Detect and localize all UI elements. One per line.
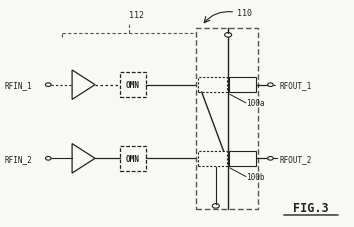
Bar bbox=[198, 151, 227, 166]
Circle shape bbox=[224, 33, 232, 38]
Circle shape bbox=[212, 204, 219, 208]
Bar bbox=[229, 151, 256, 166]
Bar bbox=[198, 78, 227, 93]
Bar bbox=[229, 78, 256, 93]
Bar bbox=[120, 146, 146, 171]
Circle shape bbox=[268, 84, 273, 87]
Text: OMN: OMN bbox=[126, 81, 140, 90]
Text: RFOUT_2: RFOUT_2 bbox=[279, 154, 312, 163]
Text: RFIN_1: RFIN_1 bbox=[4, 81, 32, 90]
Text: RFOUT_1: RFOUT_1 bbox=[279, 81, 312, 90]
Bar bbox=[196, 29, 258, 209]
Text: 100a: 100a bbox=[246, 99, 265, 108]
Text: RFIN_2: RFIN_2 bbox=[4, 154, 32, 163]
Text: FIG.3: FIG.3 bbox=[293, 201, 329, 214]
Text: 100b: 100b bbox=[246, 172, 265, 181]
Circle shape bbox=[45, 157, 51, 160]
Text: 110: 110 bbox=[237, 9, 252, 17]
Text: 112: 112 bbox=[129, 11, 144, 20]
Text: OMN: OMN bbox=[126, 154, 140, 163]
Circle shape bbox=[268, 157, 273, 160]
Bar bbox=[120, 73, 146, 98]
Circle shape bbox=[45, 84, 51, 87]
